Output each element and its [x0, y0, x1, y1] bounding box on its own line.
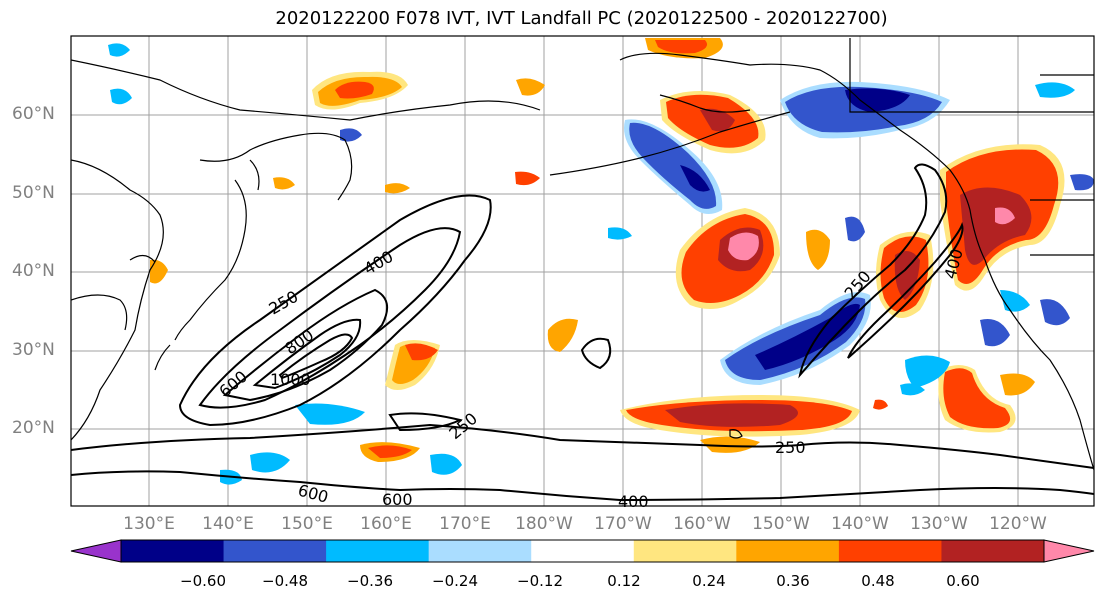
- colorbar-segment: [223, 540, 327, 562]
- colorbar-tick-label: −0.24: [432, 572, 478, 590]
- colorbar-tick-label: 0.36: [776, 572, 810, 590]
- colorbar-segment: [121, 540, 225, 562]
- colorbar-segment: [838, 540, 942, 562]
- colorbar-tick-label: −0.36: [347, 572, 393, 590]
- contour-label-400-south: 400: [618, 492, 649, 511]
- colorbar-segment: [736, 540, 840, 562]
- colorbar-segment: [941, 540, 1045, 562]
- colorbar-segment: [633, 540, 737, 562]
- colorbar-segment: [428, 540, 532, 562]
- colorbar-tick-label: 0.12: [607, 572, 641, 590]
- lon-label-160w: 160°W: [673, 514, 731, 534]
- lat-label-60n: 60°N: [12, 104, 55, 124]
- lat-label-50n: 50°N: [12, 183, 55, 203]
- lon-label-180w: 180°W: [515, 514, 573, 534]
- coastlines: [71, 38, 1094, 471]
- colorbar-segment: [531, 540, 635, 562]
- colorbar-extend-high: [1043, 539, 1095, 563]
- contour-label-1000: 1000: [270, 370, 311, 389]
- colorbar-segment: [326, 540, 430, 562]
- colorbar: [70, 539, 1095, 563]
- lat-label-20n: 20°N: [12, 418, 55, 438]
- lon-label-130e: 130°E: [123, 514, 175, 534]
- colorbar-outline: [120, 539, 1045, 563]
- colorbar-tick-label: 0.60: [946, 572, 980, 590]
- lon-label-160e: 160°E: [360, 514, 412, 534]
- colorbar-tick-label: −0.60: [180, 572, 226, 590]
- lat-label-40n: 40°N: [12, 261, 55, 281]
- lon-label-120w: 120°W: [989, 514, 1047, 534]
- colorbar-tick-label: −0.12: [517, 572, 563, 590]
- lon-label-140w: 140°W: [831, 514, 889, 534]
- lon-label-170w: 170°W: [594, 514, 652, 534]
- lon-label-130w: 130°W: [910, 514, 968, 534]
- lon-label-170e: 170°E: [439, 514, 491, 534]
- colorbar-tick-label: 0.48: [861, 572, 895, 590]
- contour-label-250-east: 250: [775, 438, 806, 457]
- lon-label-150w: 150°W: [752, 514, 810, 534]
- lon-label-140e: 140°E: [202, 514, 254, 534]
- lon-label-150e: 150°E: [281, 514, 333, 534]
- ivt-contours: [71, 163, 1094, 502]
- map-frame: [70, 35, 1095, 507]
- negative-pc-regions: [108, 43, 1094, 485]
- lat-label-30n: 30°N: [12, 340, 55, 360]
- colorbar-tick-label: 0.24: [692, 572, 726, 590]
- contour-label-600-south: 600: [382, 490, 413, 509]
- map-title: 2020122200 F078 IVT, IVT Landfall PC (20…: [275, 8, 888, 29]
- colorbar-extend-low: [70, 539, 122, 563]
- colorbar-tick-label: −0.48: [262, 572, 308, 590]
